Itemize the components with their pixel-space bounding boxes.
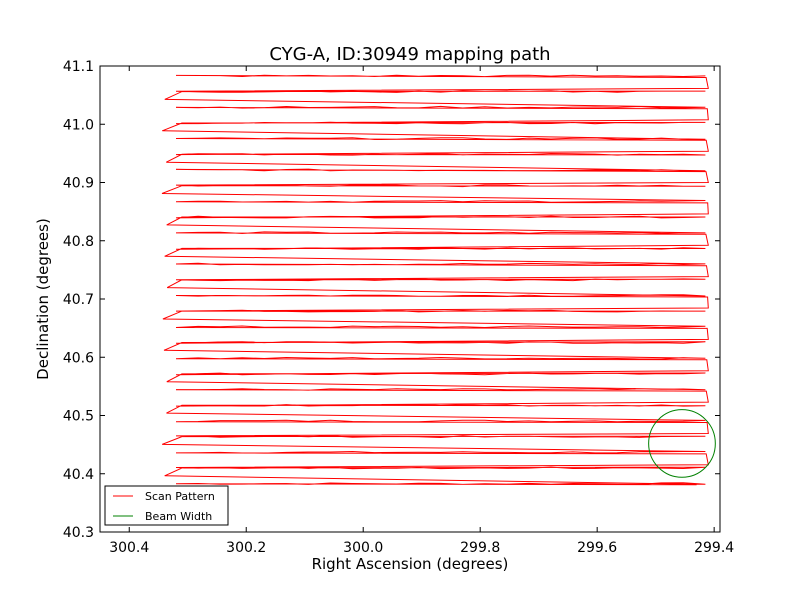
y-tick-label: 40.4 [63, 467, 94, 483]
y-tick-label: 41.0 [63, 117, 94, 133]
axes-frame [99, 65, 721, 533]
x-tick-label: 300.0 [343, 540, 383, 556]
legend-label-scan-pattern: Scan Pattern [145, 490, 215, 503]
y-tick-label: 40.5 [63, 409, 94, 425]
x-tick-label: 299.4 [694, 540, 734, 556]
y-tick-label: 41.1 [63, 59, 94, 75]
plot-area [161, 74, 716, 486]
y-tick-label: 40.8 [63, 234, 94, 250]
x-tick-label: 299.6 [577, 540, 617, 556]
chart-title: CYG-A, ID:30949 mapping path [269, 44, 550, 65]
legend-label-beam-width: Beam Width [145, 510, 212, 523]
y-tick-label: 40.9 [63, 176, 94, 192]
y-tick-label: 40.7 [63, 292, 94, 308]
y-axis-title: Declination (degrees) [34, 218, 52, 380]
beam-width-circle [648, 409, 716, 478]
x-tick-label: 300.2 [226, 540, 266, 556]
x-tick-label: 300.4 [109, 540, 149, 556]
axis-ticks: 300.4 300.2 300.0 299.8 299.6 299.4 40.3 40.4 40… [63, 59, 734, 556]
x-axis-title: Right Ascension (degrees) [312, 555, 509, 573]
x-tick-label: 299.8 [460, 540, 500, 556]
legend: Scan Pattern Beam Width [104, 485, 229, 526]
legend-box [104, 485, 229, 526]
y-tick-label: 40.3 [63, 525, 94, 541]
scan-pattern-line [161, 74, 709, 486]
y-tick-label: 40.6 [63, 350, 94, 366]
